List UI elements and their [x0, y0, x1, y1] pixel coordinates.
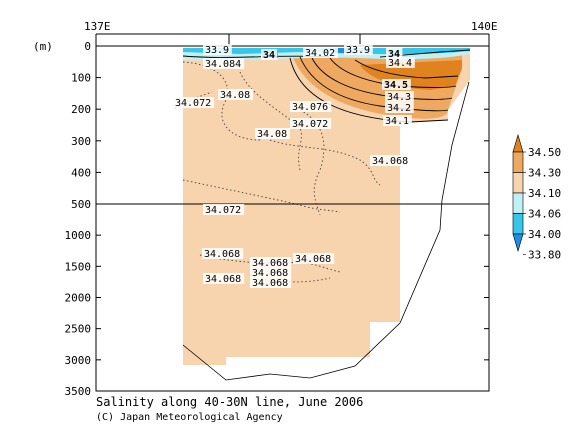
depth-tick-label: 3000 [65, 354, 92, 367]
svg-text:34.068: 34.068 [252, 268, 288, 279]
contour-label: 34.068 [250, 267, 292, 279]
contour-line [174, 91, 213, 109]
contour-label: 33.9 [203, 44, 232, 56]
contour-label: 34.1 [383, 115, 412, 127]
svg-text:34.02: 34.02 [305, 48, 335, 59]
depth-tick-label: 2000 [65, 292, 92, 305]
svg-text:34.3: 34.3 [387, 92, 411, 103]
colorbar-swatch [512, 151, 524, 173]
svg-text:34.068: 34.068 [252, 278, 288, 289]
svg-text:34: 34 [263, 50, 275, 61]
depth-tick-label: 1000 [65, 229, 92, 242]
svg-text:34.4: 34.4 [388, 58, 412, 69]
depth-tick-label: 100 [71, 72, 91, 85]
contour-label: 34.08 [255, 128, 290, 140]
colorbar-top-arrow [512, 133, 524, 153]
depth-tick-label: 1500 [65, 260, 92, 273]
contour-line [239, 71, 302, 171]
colorbar-legend: 34.50 34.30 34.10 34.06 34.00 33.80 [512, 133, 561, 262]
svg-text:34.072: 34.072 [292, 119, 328, 130]
svg-text:34.076: 34.076 [292, 102, 328, 113]
top-axis-tick-label: 140E [471, 20, 498, 33]
svg-text:34.08: 34.08 [220, 90, 250, 101]
colorbar-level-label: 34.50 [528, 146, 561, 159]
colorbar-level-label: 34.06 [528, 208, 561, 221]
contour-label: 34.5 [382, 79, 411, 91]
contour-label: 34.068 [250, 277, 292, 289]
contour-label: 34.2 [385, 102, 414, 114]
upper-fill-34-5 [360, 60, 462, 90]
contour-label: 34.068 [202, 248, 244, 260]
contour-line [269, 139, 381, 186]
contour-label: 33.9 [344, 44, 373, 56]
colorbar-swatch [512, 213, 524, 235]
colorbar-level-label: 34.30 [528, 167, 561, 180]
colorbar-swatch [512, 172, 524, 194]
contour-label: 34.072 [203, 204, 245, 216]
colorbar-level-label: 33.80 [528, 249, 561, 262]
contour-label: 34.084 [203, 58, 245, 70]
svg-text:34.072: 34.072 [175, 98, 211, 109]
svg-text:34.068: 34.068 [295, 254, 331, 265]
colorbar-level-label: 34.00 [528, 228, 561, 241]
depth-tick-label: 200 [71, 103, 91, 116]
depth-unit-label: (m) [33, 40, 53, 53]
depth-tick-label: 500 [71, 198, 91, 211]
colorbar-swatch [512, 192, 524, 214]
top-axis-tick-label: 137E [84, 20, 111, 33]
deep-fill-main [183, 204, 400, 365]
top-longitude-axis: 137E 140E [84, 20, 498, 46]
contour-label: 34.072 [173, 97, 215, 109]
credit-line: (C) Japan Meteorological Agency [96, 412, 283, 423]
chart-title: Salinity along 40-30N line, June 2006 [96, 395, 363, 409]
depth-tick-label: 0 [84, 40, 91, 53]
depth-tick-label: 300 [71, 135, 91, 148]
contour-label: 34 [261, 49, 278, 61]
contour-label: 34.072 [290, 118, 332, 130]
colorbar-level-label: 34.10 [528, 187, 561, 200]
depth-tick-label: 3500 [65, 385, 92, 398]
contour-label: 34.4 [386, 57, 415, 69]
svg-text:34.5: 34.5 [384, 80, 408, 91]
svg-text:34: 34 [388, 49, 400, 60]
svg-text:34.072: 34.072 [205, 205, 241, 216]
svg-text:34.084: 34.084 [205, 59, 241, 70]
contour-label: 34 [386, 48, 403, 60]
svg-text:33.9: 33.9 [205, 45, 229, 56]
svg-text:34.068: 34.068 [372, 156, 408, 167]
contour-label: 34.068 [250, 257, 292, 269]
colorbar-bottom-arrow [512, 233, 524, 253]
svg-text:34.2: 34.2 [387, 103, 411, 114]
plot-frame [95, 45, 490, 392]
contour-label: 34.08 [218, 89, 253, 101]
left-depth-axis: 0 100 200 300 400 500 1000 1500 2000 2500 3000 3500 [65, 40, 489, 398]
svg-text:34.068: 34.068 [204, 249, 240, 260]
svg-text:34.1: 34.1 [385, 116, 409, 127]
contour-label: 34.076 [290, 101, 332, 113]
svg-text:33.9: 33.9 [346, 45, 370, 56]
contour-label: 34.068 [203, 273, 245, 285]
contour-line [299, 56, 449, 112]
contour-label: 34.068 [293, 253, 335, 265]
contour-label: 34.3 [385, 91, 414, 103]
svg-text:34.08: 34.08 [257, 129, 287, 140]
contour-line [354, 59, 459, 79]
contour-label: 34.02 [303, 47, 338, 59]
svg-text:34.068: 34.068 [205, 274, 241, 285]
deep-salinity-fill [183, 204, 400, 365]
depth-tick-label: 2500 [65, 323, 92, 336]
bottom-topography-line [182, 81, 470, 381]
svg-text:34.068: 34.068 [252, 258, 288, 269]
depth-tick-label: 400 [71, 166, 91, 179]
contour-label: 34.068 [370, 155, 412, 167]
